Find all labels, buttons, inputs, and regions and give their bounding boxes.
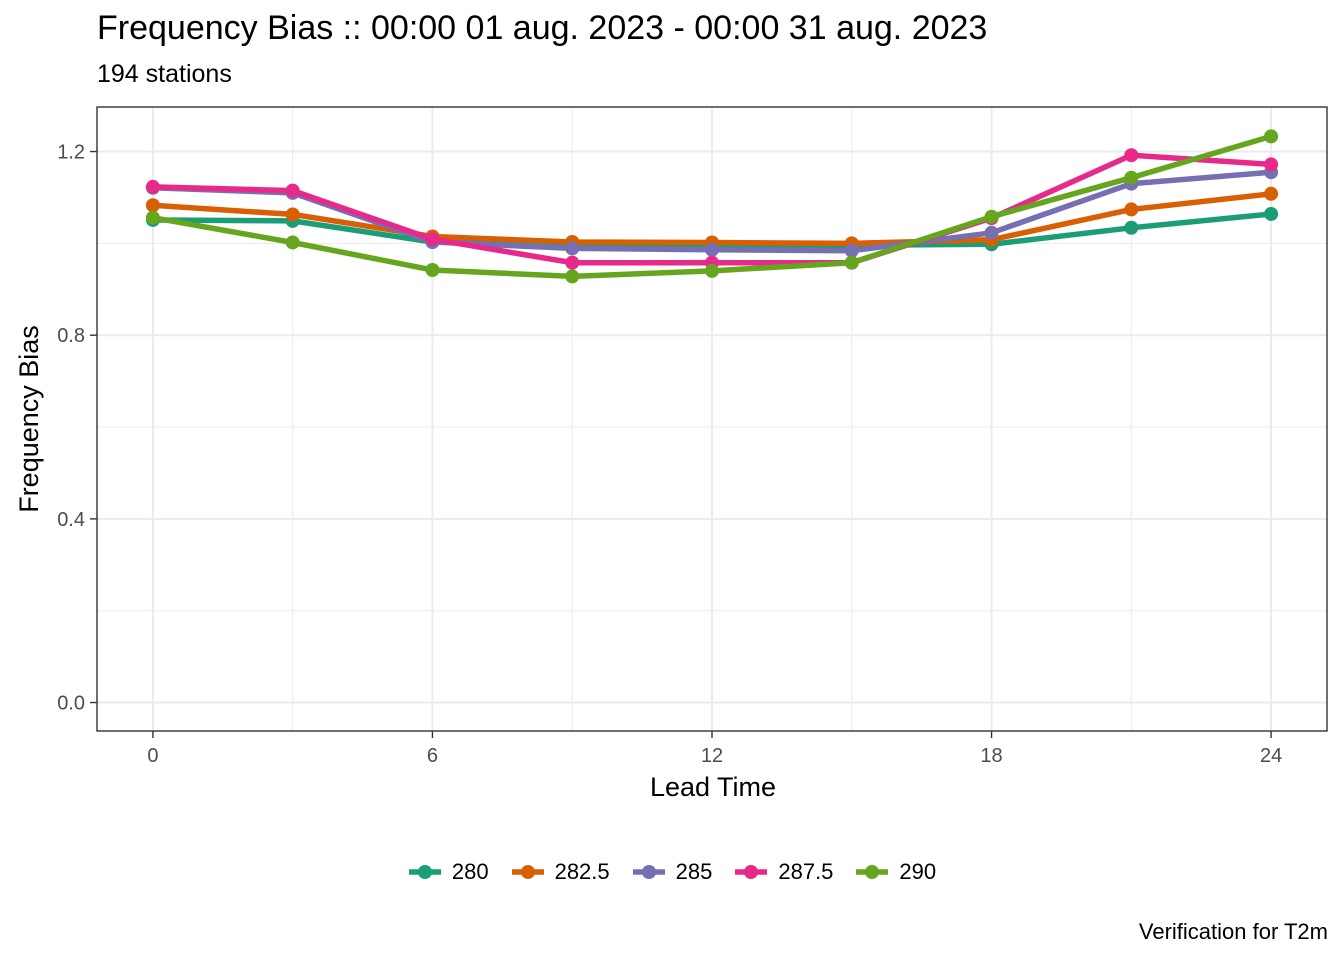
data-point [285,207,300,222]
legend-key-point [417,865,432,879]
data-point [984,209,999,224]
data-point [1124,202,1139,217]
legend-item: 285 [632,858,713,886]
data-point [1264,186,1279,201]
x-tick-label: 12 [701,745,723,767]
legend-key-point [520,865,535,879]
legend-label: 282.5 [554,859,610,884]
x-axis-label: Lead Time [650,772,776,802]
legend-key [856,865,889,879]
data-point [285,183,300,198]
chart-title: Frequency Bias :: 00:00 01 aug. 2023 - 0… [97,9,988,47]
data-point [844,255,859,270]
x-tick-label: 18 [980,745,1002,767]
x-tick-label: 24 [1260,745,1282,767]
data-point [285,235,300,250]
legend-item: 282.5 [511,858,610,886]
data-point [1124,170,1139,185]
y-tick-label: 0.0 [57,693,85,715]
legend-label: 287.5 [778,859,834,884]
legend-key [632,865,665,879]
data-point [1264,129,1279,144]
data-point [1124,148,1139,163]
legend-key [735,865,768,879]
y-axis-label: Frequency Bias [14,325,44,513]
data-point [565,241,580,256]
legend-label: 290 [899,859,937,884]
data-point [145,179,160,194]
grid-lines [97,107,1327,731]
data-point [145,198,160,213]
data-point [425,232,440,247]
y-tick-label: 0.4 [57,509,85,531]
legend-label: 285 [675,859,713,884]
series-287.5 [145,148,1279,270]
data-point [425,263,440,278]
data-point [844,243,859,258]
chart-caption: Verification for T2m [1138,919,1328,944]
data-point [565,255,580,270]
data-point [565,269,580,284]
legend-item: 287.5 [734,858,833,886]
legend-item: 290 [855,858,936,886]
chart-subtitle: 194 stations [97,60,232,88]
series-layer [145,129,1279,284]
legend-key-point [641,865,656,879]
series-290 [145,129,1279,284]
x-tick-label: 0 [147,745,158,767]
legend-key [511,865,544,879]
legend-key [408,865,441,879]
x-tick-label: 6 [427,745,438,767]
data-point [984,225,999,240]
data-point [1264,157,1279,172]
legend: 280 282.5 285 287.5 290 [0,856,1344,888]
legend-key-point [744,865,759,879]
data-point [705,263,719,278]
legend-label: 280 [451,859,489,884]
data-point [145,210,160,225]
legend-key-point [865,865,880,879]
data-point [1264,206,1279,221]
data-point [705,242,719,257]
y-tick-label: 1.2 [57,142,85,164]
data-point [1124,220,1139,235]
y-tick-label: 0.8 [57,325,85,347]
axes: 0 6 12 18 24 0.0 0.4 0.8 1.2 [57,142,1282,767]
legend-item: 280 [408,858,489,886]
